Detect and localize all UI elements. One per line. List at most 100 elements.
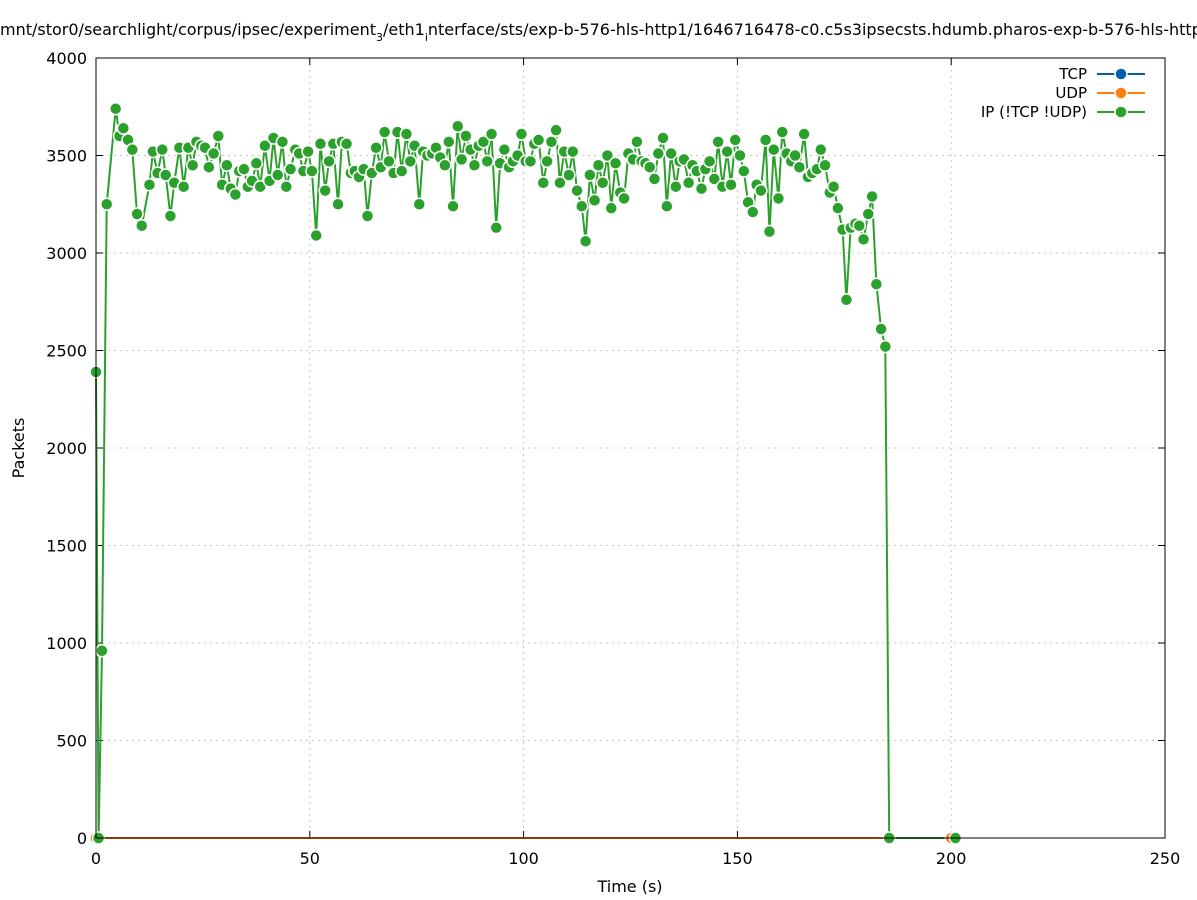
data-point <box>775 125 790 139</box>
data-point <box>758 133 773 147</box>
data-point <box>399 127 414 141</box>
data-point <box>360 209 375 223</box>
data-point <box>591 158 606 172</box>
data-point <box>305 164 319 178</box>
data-point <box>711 135 725 149</box>
data-point <box>617 191 631 206</box>
data-point <box>339 137 354 151</box>
data-point <box>206 146 221 161</box>
y-tick-label: 0 <box>77 829 87 848</box>
data-point <box>318 183 332 198</box>
data-point <box>279 179 294 194</box>
data-point <box>562 168 576 182</box>
data-point <box>382 154 396 169</box>
data-point <box>647 172 662 186</box>
data-point <box>476 135 491 149</box>
data-point <box>108 101 123 116</box>
y-tick-label: 1000 <box>46 634 87 653</box>
legend-label: TCP <box>1058 65 1087 83</box>
data-point <box>587 193 602 208</box>
data-point <box>608 156 623 171</box>
y-tick-label: 2000 <box>46 439 87 458</box>
data-point <box>861 207 875 221</box>
data-point <box>754 183 768 198</box>
data-point <box>737 164 751 178</box>
data-point <box>403 154 418 169</box>
data-point <box>301 144 315 159</box>
data-point <box>394 164 409 178</box>
chart-title: mnt/stor0/searchlight/corpus/ipsec/exper… <box>0 20 1197 44</box>
x-tick-label: 150 <box>722 849 753 868</box>
data-point <box>459 129 473 143</box>
data-point <box>540 154 554 169</box>
data-point <box>95 644 109 658</box>
data-point <box>176 179 191 194</box>
y-tick-label: 500 <box>56 732 87 751</box>
data-point <box>660 199 674 213</box>
data-point <box>185 158 200 172</box>
data-point <box>536 176 551 190</box>
data-point <box>249 156 264 171</box>
data-point <box>220 158 234 172</box>
data-point <box>720 144 734 159</box>
y-tick-label: 3500 <box>46 147 87 166</box>
data-point <box>377 125 392 139</box>
data-point <box>211 129 226 143</box>
data-point <box>412 197 427 211</box>
data-point <box>142 178 157 192</box>
data-point <box>544 135 559 149</box>
y-tick-label: 4000 <box>46 49 87 68</box>
y-tick-label: 1500 <box>46 537 87 556</box>
data-point <box>155 142 170 157</box>
data-point <box>549 123 563 137</box>
data-point <box>467 158 482 172</box>
y-tick-label: 2500 <box>46 342 87 361</box>
y-tick-label: 3000 <box>46 244 87 263</box>
data-point <box>656 131 670 145</box>
legend-marker <box>1114 86 1128 100</box>
data-point <box>826 179 841 194</box>
data-point <box>135 218 149 233</box>
data-point <box>771 191 786 206</box>
data-point <box>792 160 807 174</box>
data-point <box>878 339 893 354</box>
data-point <box>283 162 298 176</box>
data-point <box>814 142 828 157</box>
data-point <box>553 176 567 190</box>
data-point <box>253 179 267 194</box>
data-point <box>446 199 460 213</box>
data-point <box>604 201 619 215</box>
data-point <box>642 160 657 174</box>
data-point <box>228 187 243 202</box>
data-point <box>570 183 584 198</box>
data-point <box>489 220 503 235</box>
data-point <box>514 127 529 141</box>
data-point <box>707 172 722 186</box>
data-point <box>331 197 345 211</box>
data-point <box>746 205 760 219</box>
data-point <box>566 144 580 159</box>
data-point <box>438 158 452 172</box>
x-axis-title: Time (s) <box>596 877 662 896</box>
legend-label: UDP <box>1055 84 1087 102</box>
data-point <box>694 181 709 196</box>
data-point <box>630 135 644 149</box>
legend-marker <box>1114 67 1128 81</box>
data-point <box>497 142 512 157</box>
x-tick-label: 200 <box>936 849 967 868</box>
data-point <box>818 158 832 172</box>
data-point <box>531 133 546 147</box>
legend-marker <box>1114 105 1128 119</box>
data-point <box>728 133 743 147</box>
data-point <box>258 139 272 153</box>
data-point <box>583 168 597 182</box>
data-point <box>874 322 888 336</box>
series-points <box>89 101 963 845</box>
x-tick-label: 100 <box>508 849 539 868</box>
data-point <box>788 148 802 163</box>
data-point <box>852 218 867 233</box>
data-point <box>869 277 884 291</box>
